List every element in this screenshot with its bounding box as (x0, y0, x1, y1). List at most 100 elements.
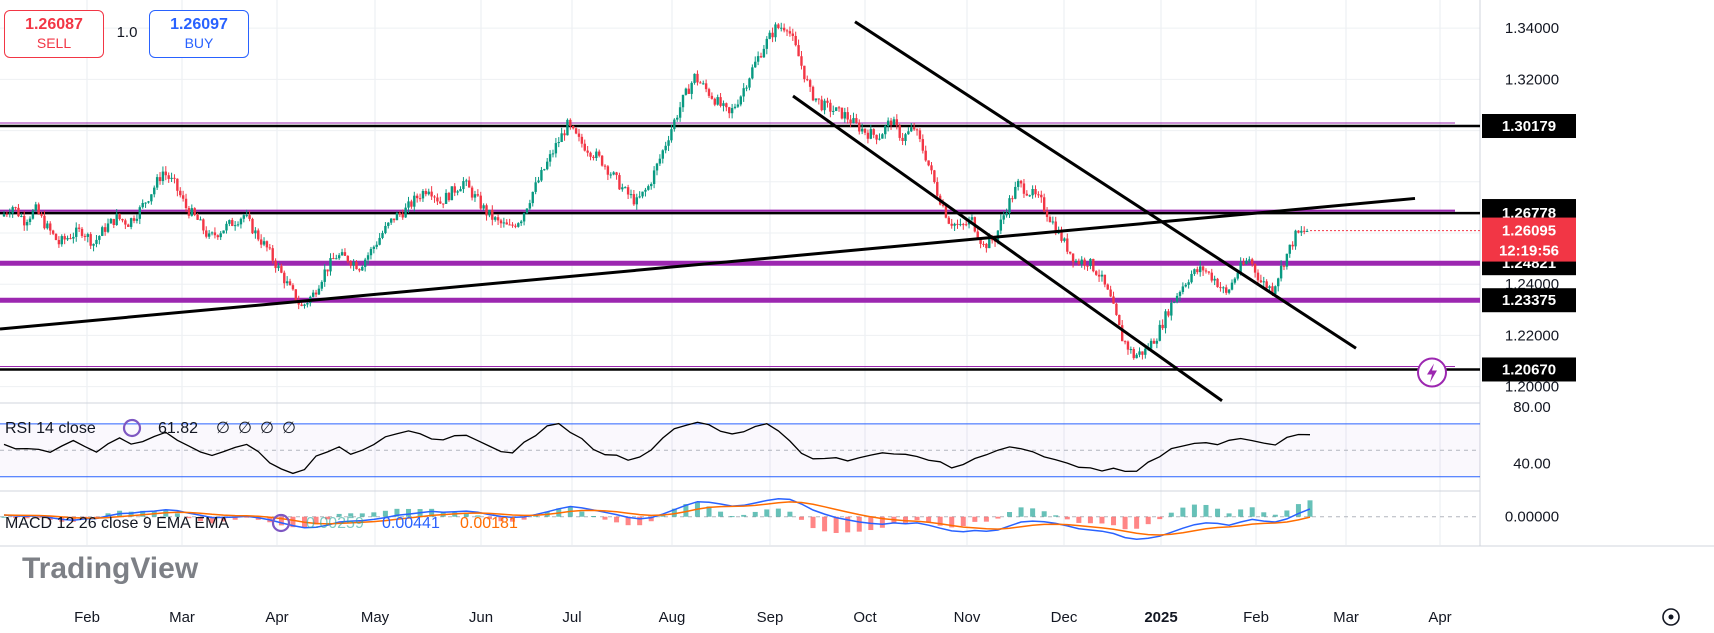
candle-body (765, 38, 768, 49)
candle-body (1303, 230, 1306, 232)
candle-body (1294, 230, 1297, 247)
candle-body (1086, 265, 1089, 267)
macd-histogram-bar (1134, 516, 1140, 529)
macd-histogram-bar (533, 515, 539, 517)
candle-body (25, 222, 29, 226)
time-axis[interactable]: Feb Mar Apr May Jun Jul Aug Sep Oct Nov Dec 2025 Feb… (74, 609, 1452, 626)
candle-body (1199, 266, 1202, 273)
candle-body (395, 213, 399, 221)
candle-body (947, 217, 951, 224)
candle-body (1161, 324, 1164, 329)
macd-histogram-bar (475, 515, 481, 517)
candle-body (745, 87, 748, 89)
candle-body (808, 80, 812, 87)
candle-body (1022, 183, 1026, 194)
candle-body (826, 100, 829, 103)
candle-body (491, 209, 494, 220)
sell-label: SELL (36, 35, 72, 51)
candle-body (525, 208, 529, 214)
macd-histogram-bar (406, 508, 412, 517)
candle-body (459, 189, 462, 192)
candle-body (482, 205, 485, 209)
candle-body (1089, 258, 1092, 266)
candle-body (759, 56, 763, 58)
candle-body (1092, 258, 1095, 272)
rsi-tick-label: 40.00 (1513, 456, 1551, 473)
candle-body (387, 222, 390, 226)
candle-body (904, 134, 907, 142)
buy-button[interactable]: 1.26097 BUY (149, 10, 249, 58)
candle-body (658, 158, 662, 164)
candle-body (332, 258, 335, 260)
candle-body (352, 262, 355, 266)
macd-histogram-bar (1007, 512, 1013, 517)
candle-body (543, 169, 546, 171)
macd-histogram-bar (937, 516, 943, 526)
candle-body (505, 222, 508, 225)
candle-body (629, 194, 633, 196)
candle-body (866, 132, 870, 139)
candle-body (184, 198, 188, 209)
settings-icon[interactable] (1662, 608, 1680, 626)
candle-body (5, 213, 9, 215)
price-axis[interactable]: 1.340001.320001.240001.220001.200001.301… (1310, 20, 1576, 526)
candle-body (956, 223, 959, 225)
lot-size[interactable]: 1.0 (116, 24, 138, 41)
candle-body (1279, 265, 1283, 279)
sell-button[interactable]: 1.26087 SELL (4, 10, 104, 58)
macd-histogram-bar (429, 508, 435, 517)
candle-body (554, 143, 558, 154)
candle-body (713, 98, 716, 105)
candle-body (638, 196, 641, 198)
candle-body (1291, 244, 1294, 247)
candle-body (444, 192, 448, 204)
candle-body (655, 163, 659, 171)
candle-body (343, 252, 347, 256)
candle-body (135, 218, 139, 221)
candle-body (736, 104, 740, 107)
candle-body (606, 166, 610, 175)
candle-body (106, 223, 110, 232)
candle-body (384, 225, 387, 234)
candle-body (1164, 311, 1167, 329)
candle-body (791, 33, 795, 36)
settings-icon-ring (1662, 608, 1680, 626)
candle-body (650, 184, 653, 187)
macd-histogram-bar (648, 516, 654, 522)
macd-histogram-bar (313, 516, 319, 525)
candle-body (837, 107, 841, 109)
candle-body (1066, 238, 1069, 252)
candle-body (635, 197, 638, 205)
candle-body (840, 107, 844, 119)
candle-body (962, 224, 965, 226)
candle-body (907, 131, 910, 135)
candle-body (1034, 189, 1037, 195)
candle-body (618, 175, 621, 190)
candle-body (335, 258, 338, 260)
candle-body (95, 239, 98, 244)
candle-body (210, 232, 214, 234)
candle-body (470, 187, 474, 198)
macd-histogram-bar (660, 514, 666, 517)
candle-body (1028, 195, 1031, 197)
candle-body (488, 209, 491, 216)
lightning-icon[interactable] (1417, 357, 1447, 388)
candle-body (1155, 340, 1159, 344)
candle-body (179, 190, 182, 196)
candle-body (1138, 351, 1141, 355)
candle-body (664, 145, 667, 151)
candle-body (378, 237, 381, 245)
candle-body (1305, 231, 1309, 233)
candle-body (1248, 259, 1251, 261)
candle-body (439, 201, 442, 204)
time-tick-label: Oct (853, 609, 877, 626)
candle-body (1184, 284, 1187, 287)
rsi-pane: RSI 14 close 61.82 ∅ ∅ ∅ ∅ (0, 418, 1480, 478)
candle-body (684, 88, 688, 95)
macd-histogram-bar (960, 516, 966, 527)
candle-body (430, 191, 433, 197)
candle-body (1109, 289, 1112, 297)
candle-body (580, 136, 584, 144)
macd-histogram-bar (1261, 512, 1267, 517)
